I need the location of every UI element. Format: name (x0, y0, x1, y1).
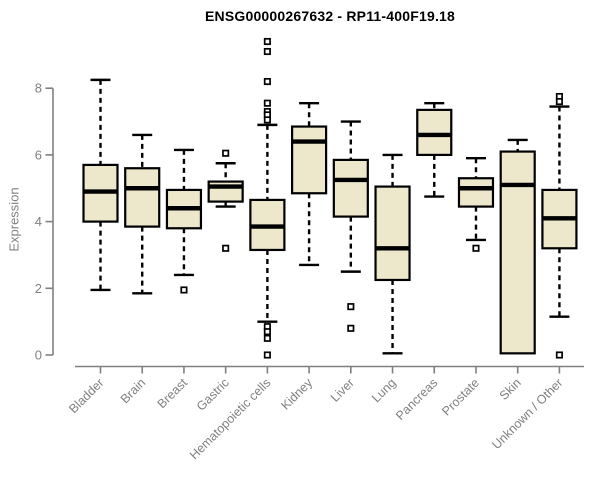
x-tick-label-breast: Breast (155, 375, 191, 411)
outlier-point (263, 47, 271, 56)
outlier-point (222, 244, 230, 252)
outlier-point (347, 324, 355, 332)
iqr-box (499, 150, 536, 355)
y-tick-label: 4 (35, 214, 42, 229)
outlier-point (263, 334, 271, 342)
x-tick-label-hematopoietic-cells: Hematopoietic cells (187, 376, 274, 463)
x-tick-label-lung: Lung (369, 376, 399, 406)
boxplot-lung (374, 153, 411, 355)
outlier-point (263, 116, 271, 124)
x-tick-label-liver: Liver (328, 376, 357, 405)
y-axis: 0 2 4 6 8 (35, 81, 54, 363)
outlier-point (555, 351, 563, 359)
chart-title: ENSG00000267632 - RP11-400F19.18 (204, 8, 456, 24)
y-tick-label: 8 (35, 81, 42, 96)
iqr-box (332, 158, 369, 218)
boxplot-pancreas (416, 102, 453, 198)
boxplot-skin (499, 138, 536, 355)
x-tick-label-prostate: Prostate (439, 376, 482, 419)
outlier-point (347, 303, 355, 311)
iqr-box (374, 185, 411, 282)
iqr-box (416, 108, 453, 157)
x-tick-label-pancreas: Pancreas (393, 376, 440, 423)
x-tick-label-bladder: Bladder (66, 376, 106, 416)
boxplot-gastric (207, 149, 244, 252)
boxplot-hematopoietic-cells (249, 37, 286, 359)
outlier-point (472, 244, 480, 252)
x-tick-label-skin: Skin (497, 376, 524, 403)
y-tick-label: 0 (35, 348, 42, 363)
outlier-point (263, 328, 271, 336)
boxplot-prostate (457, 157, 495, 252)
outlier-point (263, 351, 271, 359)
outlier-point (222, 149, 230, 157)
y-tick-label: 6 (35, 147, 42, 162)
outlier-point (180, 286, 188, 294)
outlier-point (263, 99, 271, 107)
x-tick-label-gastric: Gastric (194, 376, 232, 414)
outlier-point (555, 97, 563, 106)
boxplot-kidney (291, 102, 328, 267)
boxplot-brain (124, 133, 161, 295)
boxplot-unknown-other (541, 92, 578, 359)
iqr-box (124, 167, 161, 228)
boxplot-breast (165, 148, 203, 294)
x-tick-label-unknown-other: Unknown / Other (489, 376, 565, 452)
iqr-box (457, 177, 495, 208)
iqr-box (291, 125, 328, 195)
outlier-point (263, 37, 271, 46)
outlier-point (263, 77, 271, 86)
y-tick-label: 2 (35, 281, 42, 296)
x-tick-label-kidney: Kidney (278, 375, 315, 412)
x-tick-label-brain: Brain (118, 376, 149, 407)
boxplot-liver (332, 120, 369, 332)
boxplot-bladder (82, 78, 119, 292)
